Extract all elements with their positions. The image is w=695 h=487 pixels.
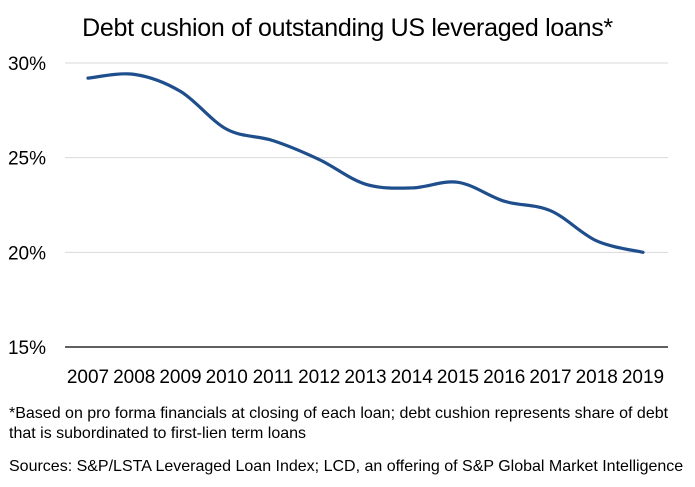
- x-tick-label: 2014: [391, 367, 434, 388]
- x-tick-label: 2017: [529, 367, 571, 388]
- line-chart: 15%20%25%30% 2007 2008 2009 2010 2011 2012 201…: [8, 54, 668, 388]
- x-tick-label: 2018: [576, 367, 618, 388]
- x-tick-label: 2019: [622, 367, 664, 388]
- sources-note: Sources: S&P/LSTA Leveraged Loan Index; …: [9, 458, 684, 475]
- x-tick-label: 2007: [67, 367, 109, 388]
- x-tick-label: 2016: [483, 367, 525, 388]
- x-tick-label: 2011: [253, 367, 294, 388]
- x-tick-label: 2015: [437, 367, 479, 388]
- y-tick-label: 15%: [8, 338, 46, 359]
- y-tick-label: 25%: [8, 149, 46, 170]
- x-tick-label: 2009: [159, 367, 201, 388]
- x-tick-label: 2013: [344, 367, 386, 388]
- y-tick-label: 30%: [8, 54, 46, 75]
- footnote: *Based on pro forma financials at closin…: [9, 405, 669, 442]
- y-tick-label: 20%: [8, 243, 46, 264]
- series-line: [86, 72, 645, 254]
- x-tick-label: 2008: [113, 367, 155, 388]
- x-tick-label: 2012: [298, 367, 340, 388]
- chart-title: Debt cushion of outstanding US leveraged…: [82, 14, 613, 42]
- x-tick-label: 2010: [206, 367, 248, 388]
